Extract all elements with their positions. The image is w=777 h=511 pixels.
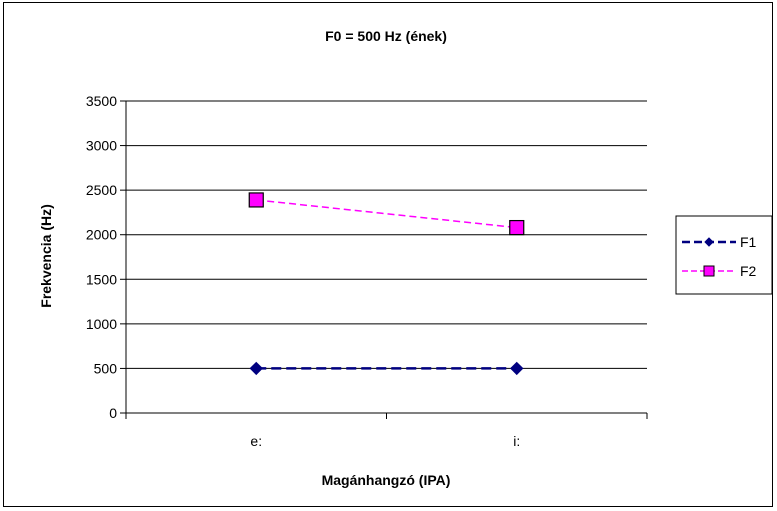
legend-box <box>675 215 773 295</box>
grid-layer <box>126 100 647 369</box>
y-tick-label: 500 <box>94 360 118 376</box>
y-tick-label: 3500 <box>86 93 117 109</box>
data-point-f2 <box>509 219 525 236</box>
y-tick-label: 1500 <box>86 271 117 287</box>
x-tick-label: i: <box>513 433 520 449</box>
legend-label-f2: F2 <box>740 263 757 279</box>
y-tick-label: 1000 <box>86 316 117 332</box>
chart-frame: F0 = 500 Hz (ének) 0 500 1000 1500 2000 2500 3… <box>3 2 773 507</box>
y-tick-label: 2000 <box>86 227 117 243</box>
y-axis-title: Frekvencia (Hz) <box>38 204 54 307</box>
legend-marker-f1 <box>704 237 714 247</box>
chart-title: F0 = 500 Hz (ének) <box>325 28 447 44</box>
data-point-f1 <box>249 361 263 376</box>
x-tick-label: e: <box>250 433 262 449</box>
y-tick-label: 0 <box>109 405 117 421</box>
axis-layer: 0 500 1000 1500 2000 2500 3000 3500 e: i: <box>86 93 648 449</box>
series-layer <box>248 192 525 376</box>
y-tick-label: 2500 <box>86 182 117 198</box>
legend: F1 F2 <box>675 215 773 295</box>
legend-label-f1: F1 <box>740 234 757 250</box>
chart-svg: F0 = 500 Hz (ének) 0 500 1000 1500 2000 2500 3… <box>38 28 773 488</box>
series-line-f2 <box>256 199 517 229</box>
data-point-f1 <box>510 361 524 376</box>
legend-marker-f2 <box>703 265 715 277</box>
y-tick-label: 3000 <box>86 138 117 154</box>
data-point-f2 <box>248 192 264 208</box>
x-axis-title: Magánhangzó (IPA) <box>322 472 451 488</box>
